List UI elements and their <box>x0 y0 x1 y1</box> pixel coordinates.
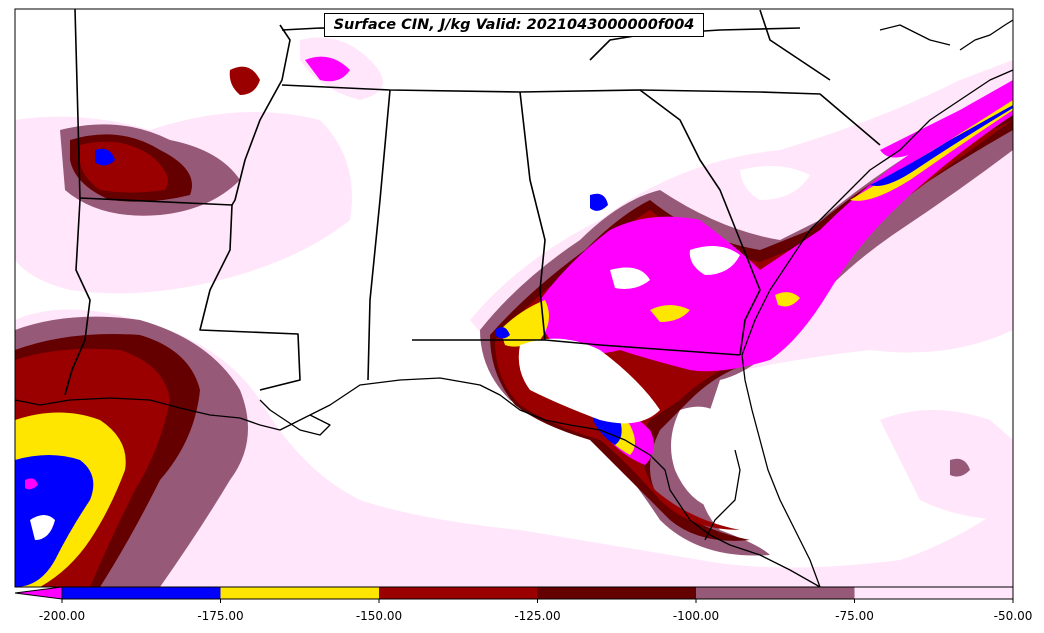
colorbar-tick-label: -150.00 <box>355 609 403 623</box>
colorbar-segment <box>220 587 380 599</box>
colorbar-segment <box>379 587 538 599</box>
colorbar-tick-label: -125.00 <box>514 609 561 623</box>
colorbar-segment <box>62 587 221 599</box>
coastlines <box>15 19 1013 587</box>
colorbar-tick-label: -175.00 <box>197 609 244 623</box>
colorbar-tick-label: -75.00 <box>835 609 874 623</box>
colorbar-segment <box>537 587 697 599</box>
colorbar-tick-label: -100.00 <box>672 609 720 623</box>
colorbar-segment <box>854 587 1014 599</box>
colorbar-tick-label: -50.00 <box>993 609 1033 623</box>
colorbar-extend-triangle <box>15 587 62 599</box>
map-title: Surface CIN, J/kg Valid: 2021043000000f0… <box>324 13 704 37</box>
cin-shading <box>15 37 1013 587</box>
colorbar-segment <box>696 587 855 599</box>
colorbar-tick-label: -200.00 <box>38 609 86 623</box>
colorbar <box>14 586 1014 603</box>
